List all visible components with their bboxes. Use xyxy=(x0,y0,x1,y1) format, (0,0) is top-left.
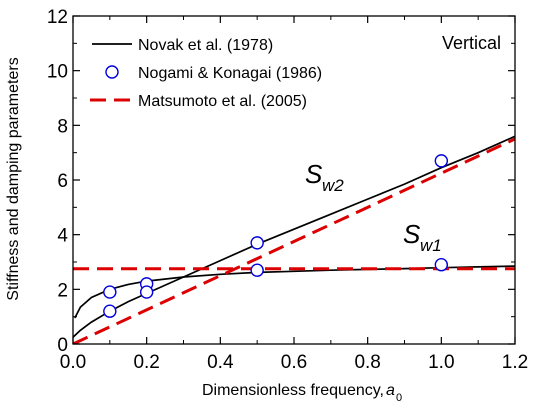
legend-label-0: Novak et al. (1978) xyxy=(138,37,273,54)
y-tick-label-3: 6 xyxy=(57,171,68,192)
x-tick-label-2: 0.4 xyxy=(207,352,234,373)
y-axis-label: Stiffness and damping parameters xyxy=(5,57,22,300)
y-tick-label-5: 10 xyxy=(47,62,68,83)
x-axis-label-variable: a xyxy=(386,382,395,399)
x-tick-label-1: 0.2 xyxy=(133,352,159,373)
x-tick-label-3: 0.6 xyxy=(281,352,307,373)
annotation-vertical: Vertical xyxy=(442,33,501,53)
series-nogami-marker-2-3 xyxy=(434,258,449,272)
legend: Novak et al. (1978) Nogami & Konagai (198… xyxy=(90,37,322,110)
legend-label-1: Nogami & Konagai (1986) xyxy=(138,65,322,82)
x-tick-label-0: 0.0 xyxy=(60,352,86,373)
series-matsumoto-line-5 xyxy=(73,137,515,344)
y-tick-label-2: 4 xyxy=(57,226,68,247)
x-axis-label-subscript: 0 xyxy=(396,392,402,404)
plot-area xyxy=(73,135,515,344)
series-nogami-marker-3-1 xyxy=(139,285,154,299)
y-tick-label-4: 8 xyxy=(57,116,68,137)
series-novak-line-1 xyxy=(73,135,515,338)
y-tick-label-6: 12 xyxy=(47,7,68,28)
series-nogami-marker-3-2 xyxy=(250,236,264,250)
legend-nogami-symbol xyxy=(105,65,119,79)
curve-label-sw1-main: S xyxy=(403,219,421,249)
x-tick-label-4: 0.8 xyxy=(354,352,380,373)
axes: 0.0 0.2 0.4 0.6 0.8 1.0 1.2 0 2 4 6 8 10 12 xyxy=(47,7,528,373)
y-tick-label-0: 0 xyxy=(57,335,68,356)
x-axis-label: Dimensionless frequency, xyxy=(202,382,384,399)
curve-label-sw2-sub: w2 xyxy=(322,176,344,195)
series-nogami-marker-2-0 xyxy=(103,285,117,299)
y-tick-label-1: 2 xyxy=(57,280,68,301)
series-nogami-marker-3-0 xyxy=(103,304,117,318)
series-nogami-marker-3-3 xyxy=(434,154,449,168)
x-tick-label-6: 1.2 xyxy=(502,352,528,373)
x-tick-label-5: 1.0 xyxy=(428,352,454,373)
series-nogami-marker-2-2 xyxy=(250,263,264,277)
curve-label-sw2-main: S xyxy=(305,159,323,189)
curve-label-sw1-sub: w1 xyxy=(420,236,442,255)
legend-label-2: Matsumoto et al. (2005) xyxy=(138,93,307,110)
